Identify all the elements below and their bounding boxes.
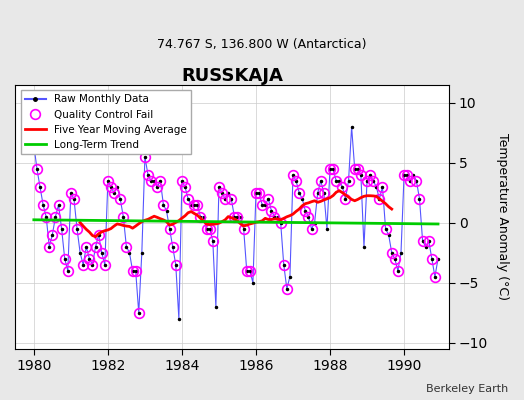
Y-axis label: Temperature Anomaly (°C): Temperature Anomaly (°C)	[496, 133, 509, 300]
Legend: Raw Monthly Data, Quality Control Fail, Five Year Moving Average, Long-Term Tren: Raw Monthly Data, Quality Control Fail, …	[20, 90, 191, 154]
Title: RUSSKAJA: RUSSKAJA	[181, 67, 283, 85]
Text: Berkeley Earth: Berkeley Earth	[426, 384, 508, 394]
Text: 74.767 S, 136.800 W (Antarctica): 74.767 S, 136.800 W (Antarctica)	[157, 38, 367, 51]
